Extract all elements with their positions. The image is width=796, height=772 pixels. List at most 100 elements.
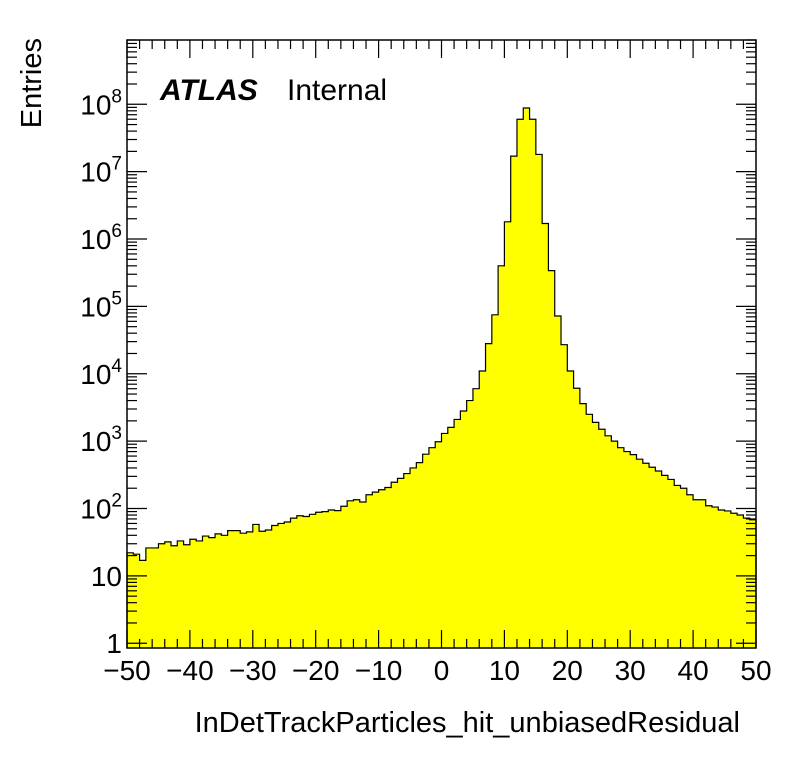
internal-label: Internal (287, 74, 387, 107)
histogram-bin (661, 475, 669, 648)
histogram-bin (655, 471, 663, 648)
histogram-bin (403, 473, 411, 648)
histogram-bin (309, 514, 317, 648)
histogram-bin (233, 530, 241, 648)
histogram-bin (642, 463, 650, 648)
y-tick-labels: 1 10 102 103 104 105 106 107 108 (80, 86, 122, 659)
histogram-bin (693, 499, 700, 648)
histogram-bin (737, 515, 744, 648)
histogram-bin (384, 487, 392, 648)
histogram-bin (303, 516, 310, 648)
histogram-bin (139, 560, 147, 648)
histogram-bin (353, 499, 361, 648)
histogram-bin (208, 537, 216, 648)
histogram-bin (202, 536, 210, 648)
y-tick-label: 104 (80, 356, 122, 390)
histogram-bin (705, 505, 713, 648)
histogram-bin (535, 154, 543, 648)
histogram-bin (529, 119, 537, 648)
histogram-bin (680, 488, 688, 648)
histogram-bin (491, 314, 499, 648)
x-tick-label: 40 (678, 655, 709, 686)
histogram-bin (605, 435, 612, 648)
histogram-bin (215, 533, 222, 648)
y-axis-label: Entries (16, 38, 48, 128)
histogram-bin (321, 511, 329, 648)
histogram-bin (472, 388, 480, 648)
histogram-bin (561, 344, 568, 648)
histogram-bin (667, 479, 675, 648)
histogram-bin (252, 524, 260, 648)
histogram-bin (145, 547, 153, 648)
histogram-bin (573, 388, 581, 648)
y-tick-label: 102 (80, 491, 122, 525)
y-tick-label: 103 (80, 423, 122, 457)
histogram-bin (623, 451, 631, 648)
x-tick-label: 20 (552, 655, 583, 686)
histogram-bin (277, 523, 285, 648)
histogram-bin (340, 506, 348, 648)
histogram-bin (410, 467, 417, 648)
histogram-bin (479, 370, 486, 648)
x-tick-label: −50 (103, 655, 151, 686)
histogram-bin (686, 494, 694, 648)
histogram-bin (554, 316, 562, 648)
histogram-bin (265, 529, 273, 648)
histogram-bin (378, 489, 386, 648)
histogram-outline (126, 107, 757, 648)
histogram-bin (259, 531, 266, 648)
histogram-bin (240, 533, 247, 648)
histogram-bin (466, 400, 474, 648)
histogram-bin (127, 552, 134, 648)
histogram-bin (246, 531, 254, 648)
histogram-bin (617, 447, 625, 648)
histogram-bin (510, 156, 518, 648)
x-tick-label: 30 (615, 655, 646, 686)
histogram-bin (542, 223, 549, 648)
histogram-bin (315, 512, 323, 648)
histogram-bin (454, 419, 461, 648)
y-tick-label: 105 (80, 288, 122, 322)
histogram-fill (127, 108, 757, 649)
histogram-bin (133, 554, 140, 648)
histogram-bin (711, 507, 719, 648)
x-tick-label: −30 (229, 655, 277, 686)
y-tick-label: 108 (80, 86, 122, 120)
histogram-bin (699, 499, 707, 648)
histogram-bin (227, 530, 235, 648)
histogram-bin (674, 485, 681, 648)
histogram-bin (447, 427, 455, 648)
histogram-bin (586, 414, 593, 648)
histogram-bin (196, 540, 203, 648)
histogram-bin (498, 265, 505, 648)
histogram-bin (743, 518, 751, 648)
histogram-bin (177, 540, 185, 648)
histogram-bin (359, 501, 367, 648)
x-tick-label: 10 (489, 655, 520, 686)
histogram-bin (328, 510, 335, 648)
histogram-bin (271, 525, 279, 648)
histogram-bin (749, 519, 757, 648)
histogram-bin (284, 522, 291, 648)
histogram-bin (523, 108, 530, 649)
histogram-bin (636, 459, 644, 648)
histogram-bin (152, 547, 159, 648)
histogram-bin (164, 541, 172, 648)
histogram-bin (649, 467, 656, 648)
histogram-bin (724, 510, 732, 648)
y-tick-label: 107 (80, 154, 122, 188)
x-tick-labels: −50 −40 −30 −20 −10 0 10 20 30 40 50 (103, 655, 771, 686)
histogram-bin (189, 539, 197, 648)
histogram-bin (630, 454, 637, 648)
histogram-bin (290, 518, 298, 648)
histogram-bin (718, 510, 725, 648)
histogram-bin (567, 370, 574, 648)
histogram-bin (158, 543, 166, 648)
histogram-bin (460, 411, 468, 648)
histogram-bin (422, 454, 430, 648)
x-tick-label: −40 (166, 655, 214, 686)
histogram-bin (579, 403, 587, 648)
histogram-bin (730, 513, 738, 648)
x-tick-label: −10 (355, 655, 403, 686)
